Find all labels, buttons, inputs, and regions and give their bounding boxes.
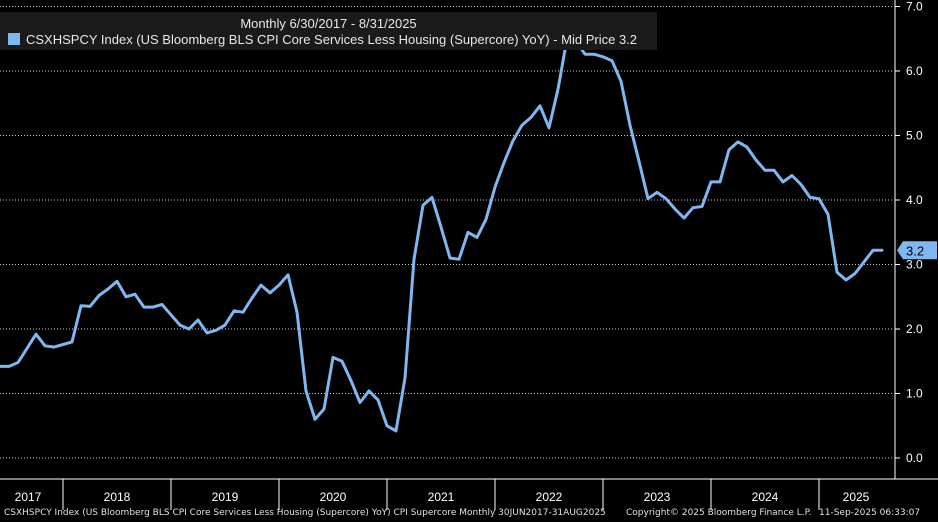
y-axis: 0.0 1.0 2.0 3.0 4.0 5.0 6.0 7.0 <box>894 0 923 479</box>
x-tick-label: 2023 <box>644 490 671 504</box>
x-tick-label: 2021 <box>428 490 455 504</box>
legend-series-label: CSXHSPCY Index (US Bloomberg BLS CPI Cor… <box>26 32 638 47</box>
y-tick-label: 4.0 <box>906 193 923 207</box>
y-tick-label: 5.0 <box>906 129 923 143</box>
y-tick-label: 1.0 <box>906 387 923 401</box>
y-tick-label: 6.0 <box>906 64 923 78</box>
x-tick-label: 2025 <box>843 490 870 504</box>
plot-background <box>0 0 893 522</box>
y-tick-label: 0.0 <box>906 451 923 465</box>
y-tick-label: 7.0 <box>906 0 923 14</box>
footer-description: CSXHSPCY Index (US Bloomberg BLS CPI Cor… <box>4 508 606 518</box>
x-tick-label: 2024 <box>752 490 779 504</box>
legend-box <box>0 12 657 50</box>
x-tick-label: 2022 <box>536 490 563 504</box>
x-tick-label: 2020 <box>320 490 347 504</box>
last-value-label: 3.2 <box>897 241 937 260</box>
gridlines <box>0 6 893 459</box>
footer-copyright: Copyright© 2025 Bloomberg Finance L.P. <box>626 508 812 518</box>
x-axis: 2017 2018 2019 2020 2021 2022 2023 2024 2025 <box>0 478 938 510</box>
y-tick-label: 2.0 <box>906 322 923 336</box>
legend-entry: CSXHSPCY Index (US Bloomberg BLS CPI Cor… <box>8 32 637 47</box>
x-tick-label: 2018 <box>104 490 131 504</box>
y-tick-label: 3.0 <box>906 258 923 272</box>
legend-period: Monthly 6/30/2017 - 8/31/2025 <box>240 16 417 31</box>
legend-swatch <box>8 33 20 45</box>
series-line <box>0 37 884 433</box>
series-group <box>0 37 884 433</box>
last-value-marker <box>897 241 937 260</box>
x-tick-label: 2019 <box>212 490 239 504</box>
x-tick-label: 2017 <box>15 490 42 504</box>
last-value-text: 3.2 <box>906 243 924 258</box>
footer-timestamp: 11-Sep-2025 06:33:07 <box>819 508 921 518</box>
